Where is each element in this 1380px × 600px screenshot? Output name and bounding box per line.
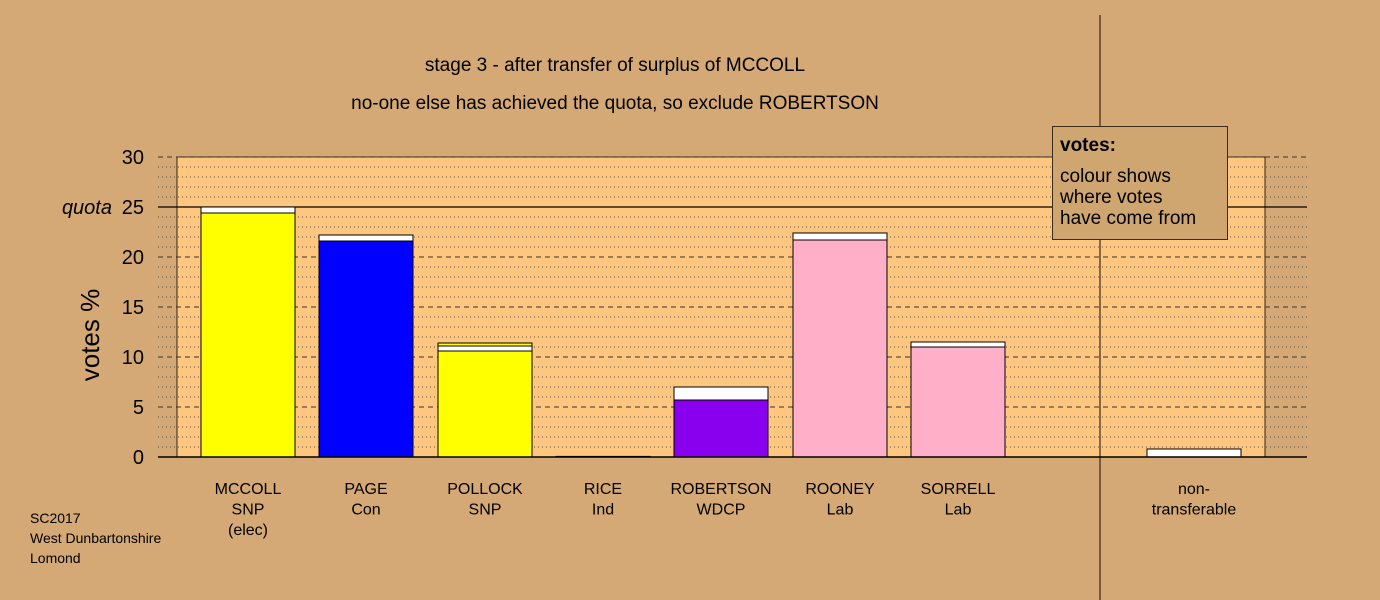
x-tick-label: SNP [232, 502, 265, 519]
y-tick-label: 20 [122, 247, 144, 269]
bar-segment [673, 386, 769, 401]
x-tick-label: Ind [592, 502, 614, 519]
x-tick-label: non- [1178, 481, 1210, 498]
x-tick-label: SORRELL [921, 481, 996, 498]
y-tick-label: 15 [122, 297, 144, 319]
legend-line: have come from [1060, 208, 1197, 229]
bar-segment [437, 342, 533, 347]
footer-line: West Dunbartonshire [30, 530, 162, 546]
footer-source: SC2017 West Dunbartonshire Lomond [30, 508, 161, 568]
bar-segment [200, 212, 296, 458]
footer-line: SC2017 [30, 510, 81, 526]
x-tick-label: POLLOCK [447, 481, 523, 498]
x-tick-label: transferable [1152, 502, 1237, 519]
quota-label: quota [62, 197, 112, 219]
bar-segment [673, 399, 769, 458]
bar-segment [437, 350, 533, 458]
x-tick-label: (elec) [228, 522, 268, 539]
x-tick-label: WDCP [697, 502, 746, 519]
bar-segment [910, 341, 1006, 348]
legend-line: where votes [1060, 187, 1163, 208]
y-tick-label: 10 [122, 347, 144, 369]
bar-segment [318, 240, 414, 458]
bar-segment [318, 234, 414, 242]
bar-segment [792, 232, 888, 241]
bar-segment [1146, 448, 1242, 458]
x-tick-label: MCCOLL [215, 481, 282, 498]
x-tick-label: Con [351, 502, 380, 519]
chart-subtitle: no-one else has achieved the quota, so e… [351, 93, 879, 114]
legend-line: colour shows [1060, 166, 1171, 187]
y-tick-label: 0 [133, 447, 144, 469]
x-tick-label: Lab [827, 502, 854, 519]
legend-heading: votes: [1060, 135, 1116, 156]
bar-segment [792, 239, 888, 458]
bar-segment [437, 345, 533, 352]
x-tick-label: Lab [945, 502, 972, 519]
bar-segment [200, 206, 296, 214]
y-tick-label: 25 [122, 197, 144, 219]
x-tick-label: SNP [469, 502, 502, 519]
x-tick-label: ROONEY [805, 481, 875, 498]
legend-box: votes: colour shows where votes have com… [1052, 126, 1228, 240]
y-tick-label: 5 [133, 397, 144, 419]
bar-segment [910, 346, 1006, 458]
chart-title: stage 3 - after transfer of surplus of M… [424, 55, 806, 76]
x-tick-label: PAGE [344, 481, 387, 498]
footer-line: Lomond [30, 550, 81, 566]
y-tick-label: 30 [122, 147, 144, 169]
x-tick-label: RICE [584, 481, 622, 498]
x-tick-label: ROBERTSON [670, 481, 771, 498]
y-axis-label: votes % [75, 289, 105, 382]
